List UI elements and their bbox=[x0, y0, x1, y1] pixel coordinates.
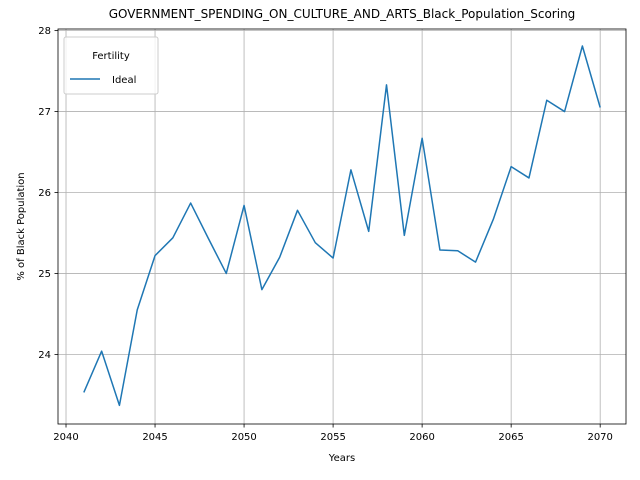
series-line-ideal bbox=[83, 45, 601, 407]
y-tick-label: 28 bbox=[38, 26, 51, 37]
y-axis-label: % of Black Population bbox=[16, 172, 27, 280]
legend: Fertility Ideal bbox=[63, 36, 159, 95]
y-tick-label: 25 bbox=[38, 269, 51, 280]
legend-series-label: Ideal bbox=[112, 75, 136, 86]
chart-title: GOVERNMENT_SPENDING_ON_CULTURE_AND_ARTS_… bbox=[109, 7, 576, 21]
y-tick-label: 24 bbox=[38, 350, 51, 361]
x-tick-label: 2040 bbox=[53, 432, 78, 443]
x-tick-label: 2055 bbox=[320, 432, 345, 443]
legend-title: Fertility bbox=[92, 51, 130, 62]
y-tick-label: 26 bbox=[38, 188, 51, 199]
ticks: 2040 2045 2050 2055 2060 2065 2070 24 25 26 27 28 bbox=[38, 26, 613, 443]
y-tick-label: 27 bbox=[38, 107, 51, 118]
legend-box bbox=[63, 36, 159, 95]
x-tick-label: 2045 bbox=[142, 432, 167, 443]
x-tick-label: 2070 bbox=[587, 432, 612, 443]
x-tick-label: 2050 bbox=[231, 432, 256, 443]
x-axis-label: Years bbox=[328, 453, 355, 464]
grid bbox=[58, 29, 626, 424]
plot-frame bbox=[57, 28, 627, 425]
series-layer bbox=[83, 45, 601, 407]
x-tick-label: 2060 bbox=[409, 432, 434, 443]
x-tick-label: 2065 bbox=[498, 432, 523, 443]
